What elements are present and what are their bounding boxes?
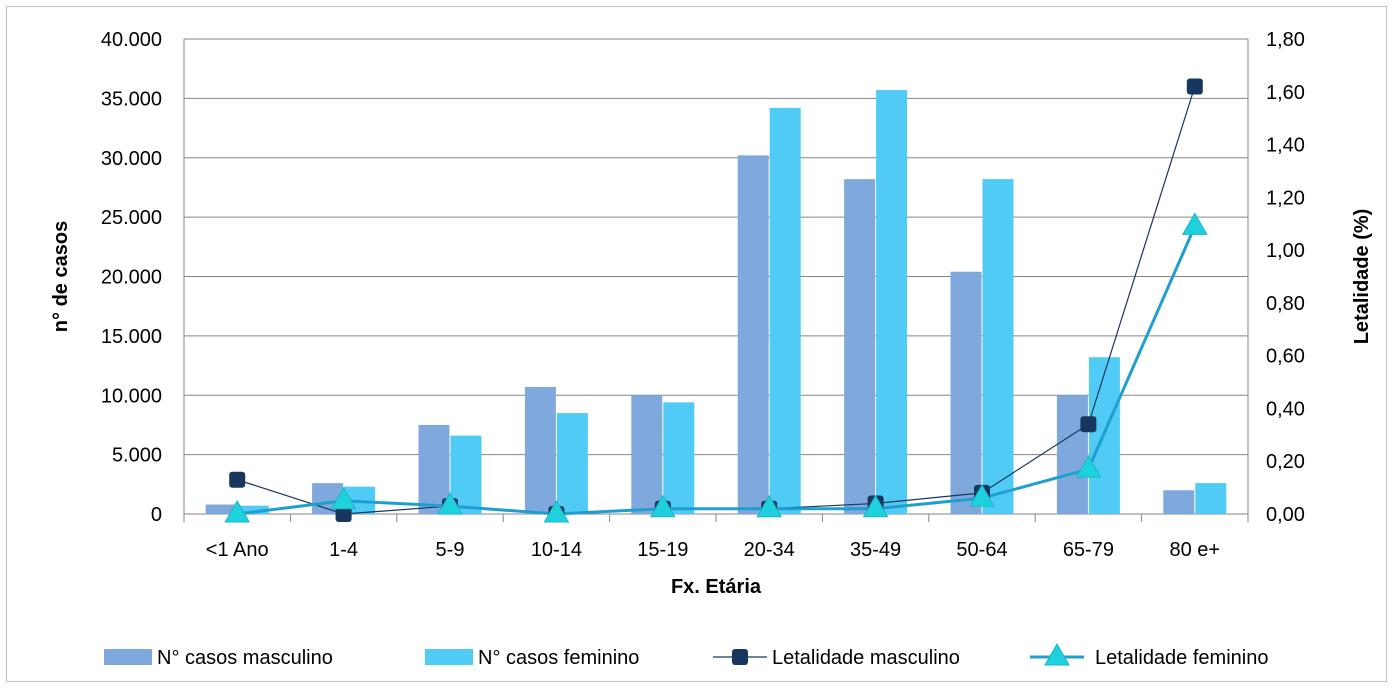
- x-tick-label: 65-79: [1063, 539, 1114, 561]
- point: [335, 506, 352, 522]
- y-tick-label: 10.000: [101, 385, 162, 407]
- bar: [524, 386, 556, 514]
- point: [330, 486, 357, 510]
- bar: [237, 505, 269, 514]
- x-tick-label: 50-64: [956, 539, 1007, 561]
- y2-tick-label: 1,40: [1266, 135, 1305, 157]
- y2-tick-label: 1,60: [1266, 82, 1305, 104]
- point: [224, 499, 251, 523]
- bar: [737, 155, 769, 514]
- y-tick-label: 40.000: [101, 29, 162, 51]
- point: [1181, 212, 1208, 235]
- bar: [631, 395, 663, 514]
- legend-marker: [732, 649, 748, 665]
- y-tick-label: 30.000: [101, 148, 162, 170]
- point: [969, 484, 995, 507]
- point: [1075, 455, 1102, 478]
- bar: [982, 179, 1014, 514]
- y-tick-label: 35.000: [101, 88, 162, 110]
- x-tick-label: 1-4: [329, 539, 358, 561]
- x-tick-label: 15-19: [637, 539, 688, 561]
- x-axis-title: Fx. Etária: [671, 576, 762, 598]
- point: [1186, 78, 1203, 95]
- point: [229, 471, 246, 488]
- point: [437, 492, 463, 515]
- bar: [950, 271, 982, 514]
- legend-label: N° casos feminino: [478, 647, 639, 669]
- legend-label: Letalidade masculino: [772, 647, 960, 669]
- y2-tick-label: 0,60: [1266, 346, 1305, 368]
- y-tick-label: 25.000: [101, 207, 162, 229]
- bar: [205, 504, 237, 514]
- series-line: [237, 225, 1197, 516]
- x-tick-label: 20-34: [744, 539, 795, 561]
- y2-tick-label: 0,20: [1266, 451, 1305, 473]
- bar: [663, 402, 695, 514]
- legend-swatch: [425, 649, 473, 665]
- y-tick-label: 5.000: [112, 445, 162, 467]
- x-tick-label: 80 e+: [1169, 539, 1220, 561]
- series-line: [237, 86, 1196, 515]
- bar: [844, 179, 876, 514]
- y2-tick-label: 0,00: [1266, 504, 1305, 526]
- y-axis-title: n° de casos: [50, 221, 72, 332]
- point: [543, 499, 570, 523]
- legend-marker: [1044, 642, 1070, 666]
- x-tick-label: 5-9: [436, 539, 465, 561]
- y2-axis-title: Letalidade (%): [1351, 209, 1373, 345]
- y2-tick-label: 1,20: [1266, 187, 1305, 209]
- x-tick-label: <1 Ano: [206, 539, 269, 561]
- bar: [1056, 395, 1088, 514]
- chart-frame: [6, 6, 1387, 682]
- bar: [876, 90, 908, 514]
- legend-swatch: [104, 649, 152, 665]
- bar: [769, 107, 801, 514]
- y-tick-label: 0: [151, 504, 162, 526]
- point: [862, 494, 889, 518]
- x-tick-label: 10-14: [531, 539, 582, 561]
- point: [1080, 416, 1097, 433]
- bar: [1163, 490, 1195, 514]
- bar: [556, 413, 588, 514]
- bar: [1195, 483, 1227, 514]
- y2-tick-label: 1,80: [1266, 29, 1305, 51]
- y-tick-label: 15.000: [101, 326, 162, 348]
- y2-tick-label: 1,00: [1266, 240, 1305, 262]
- y2-tick-label: 0,40: [1266, 398, 1305, 420]
- point: [649, 494, 676, 518]
- y-tick-label: 20.000: [101, 267, 162, 289]
- y2-tick-label: 0,80: [1266, 293, 1305, 315]
- point: [756, 494, 783, 518]
- legend-label: N° casos masculino: [157, 647, 333, 669]
- legend-label: Letalidade feminino: [1095, 647, 1268, 669]
- x-tick-label: 35-49: [850, 539, 901, 561]
